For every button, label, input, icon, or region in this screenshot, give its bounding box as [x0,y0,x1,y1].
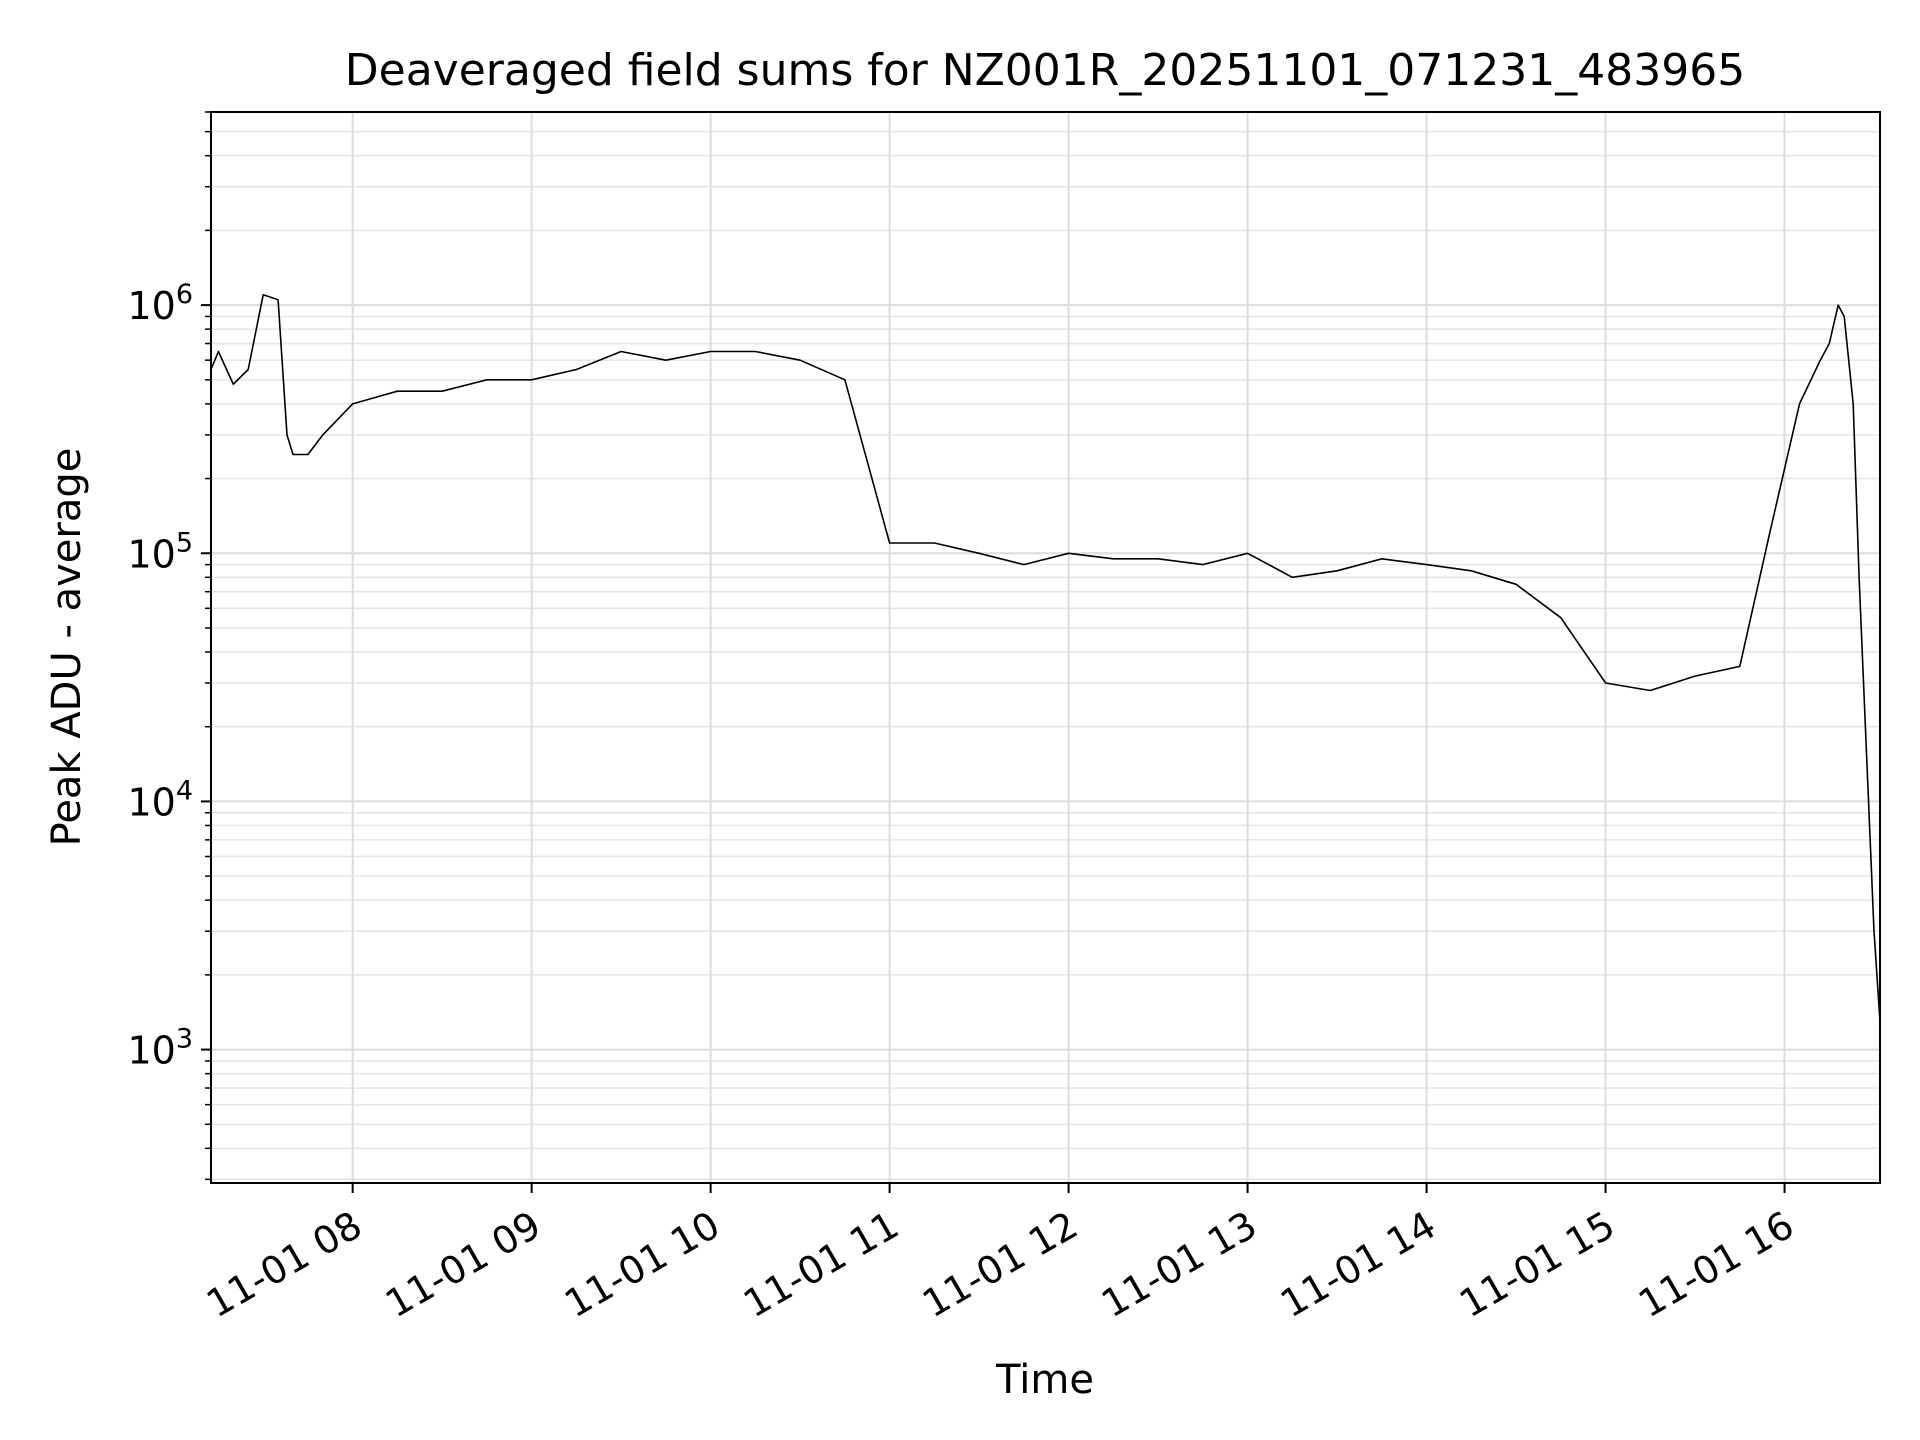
x-axis: 11-01 08 11-01 09 11-01 10 11-01 11 11-01 12… [199,1183,1801,1326]
x-tick-label: 11-01 08 [199,1203,369,1327]
y-tick-label: 106 [127,279,193,328]
series-line [210,293,1881,1022]
x-axis-label: Time [995,1357,1094,1403]
y-axis: 103 104 105 106 [127,111,211,1181]
x-tick-label: 11-01 09 [378,1203,548,1327]
y-axis-label: Peak ADU - average [44,448,90,847]
plot-frame [210,111,1881,1184]
x-tick-label: 11-01 14 [1273,1203,1443,1327]
y-tick-label: 104 [127,775,193,824]
x-tick-label: 11-01 12 [915,1203,1085,1327]
grid [211,111,1880,1183]
chart-title: Deaveraged field sums for NZ001R_2025110… [345,45,1745,96]
x-tick-label: 11-01 15 [1452,1203,1622,1327]
x-tick-label: 11-01 13 [1094,1203,1264,1327]
y-tick-label: 105 [127,527,193,576]
x-tick-label: 11-01 10 [557,1203,727,1327]
y-tick-label: 103 [127,1024,193,1073]
x-tick-label: 11-01 16 [1631,1203,1801,1327]
data-series [210,293,1881,1022]
x-tick-label: 11-01 11 [736,1203,906,1327]
